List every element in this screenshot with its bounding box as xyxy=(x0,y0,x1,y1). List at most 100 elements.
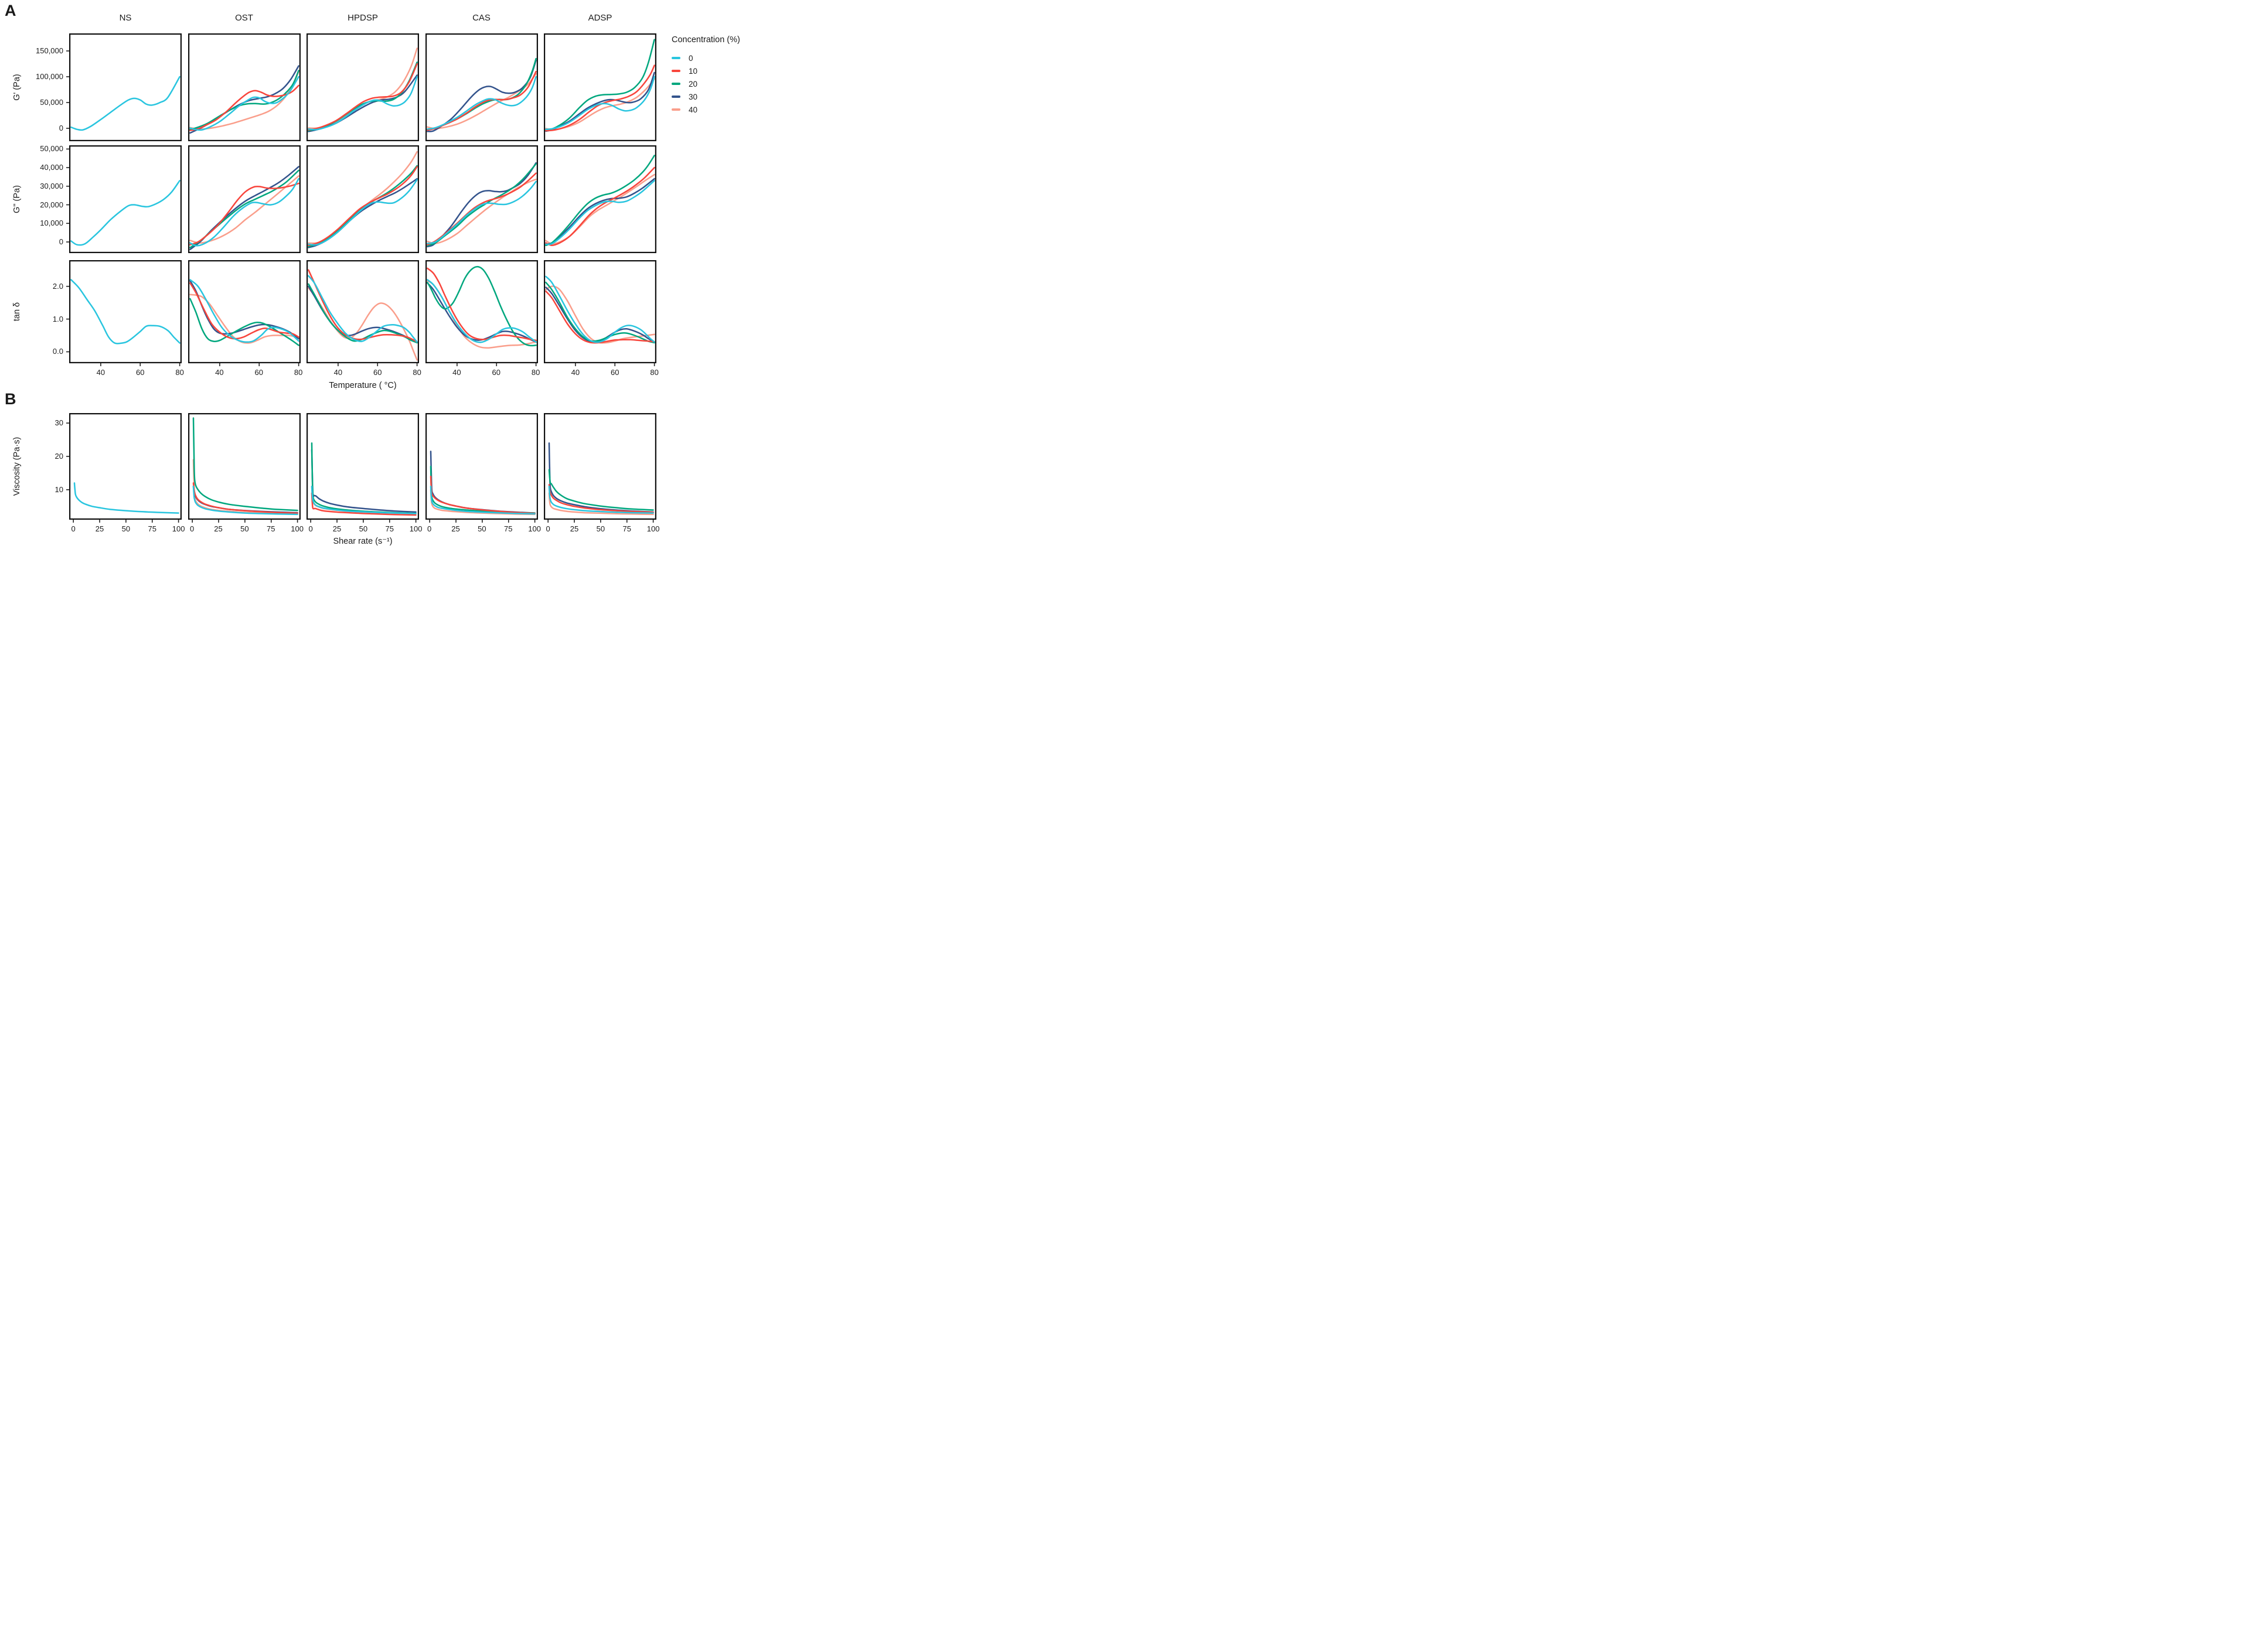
y-tick-label: 30,000 xyxy=(40,181,63,190)
subplot-NS-tan-delta xyxy=(66,260,182,366)
x-tick-label: 75 xyxy=(148,524,156,533)
x-tick-label: 60 xyxy=(373,368,382,377)
legend-item-10pct: 10 xyxy=(672,64,755,77)
curve-HPDSP-tan-delta-10pct xyxy=(308,269,418,343)
curve-ADSP-viscosity-20pct xyxy=(548,469,654,511)
curve-ADSP-tan-delta-0pct xyxy=(545,275,655,343)
subplot-ADSP-tan-delta xyxy=(544,260,657,366)
legend-swatch-icon xyxy=(672,108,680,111)
legend-title: Concentration (%) xyxy=(672,35,740,45)
x-tick-label: 40 xyxy=(96,368,105,377)
x-tick-label: 50 xyxy=(240,524,249,533)
x-tick-label: 40 xyxy=(571,368,580,377)
x-tick-label: 75 xyxy=(267,524,275,533)
curve-OST-viscosity-10pct xyxy=(192,482,298,514)
x-tick-label: 60 xyxy=(492,368,500,377)
y-tick-label: 40,000 xyxy=(40,163,63,172)
curve-OST-tan-delta-10pct xyxy=(189,282,299,340)
subplot-ADSP-g-prime xyxy=(544,33,657,142)
legend-swatch-icon xyxy=(672,83,680,85)
curve-HPDSP-g-prime-10pct xyxy=(308,63,418,131)
x-tick-label: 25 xyxy=(570,524,579,533)
y-tick-label: 20 xyxy=(55,451,63,461)
x-tick-label: 100 xyxy=(409,524,423,533)
subplot-CAS-viscosity xyxy=(425,413,538,523)
y-tick-label: 20,000 xyxy=(40,200,63,209)
curve-OST-tan-delta-0pct xyxy=(189,279,299,343)
subplot-NS-g-prime xyxy=(66,33,182,142)
x-tick-label: 80 xyxy=(531,368,540,377)
curve-CAS-g-prime-0pct xyxy=(426,76,537,130)
x-tick-label: 50 xyxy=(596,524,605,533)
x-tick-label: 60 xyxy=(136,368,145,377)
x-tick-label: 40 xyxy=(452,368,461,377)
subplot-HPDSP-g-prime xyxy=(307,33,420,142)
subplot-HPDSP-g-double-prime xyxy=(307,145,420,254)
x-tick-label: 75 xyxy=(622,524,631,533)
subplot-CAS-g-prime xyxy=(425,33,538,142)
legend-item-label: 20 xyxy=(689,79,698,88)
subplot-NS-viscosity xyxy=(66,413,182,523)
legend-item-label: 30 xyxy=(689,92,698,101)
x-tick-label: 60 xyxy=(254,368,263,377)
legend-items: 0 10 20 30 40 xyxy=(672,52,755,116)
x-tick-label: 25 xyxy=(451,524,460,533)
x-tick-label: 80 xyxy=(650,368,659,377)
legend-item-0pct: 0 xyxy=(672,52,755,64)
y-axis-label-tan-delta: tan δ xyxy=(12,302,22,322)
curve-HPDSP-viscosity-30pct xyxy=(311,449,417,513)
y-tick-label: 50,000 xyxy=(40,97,63,107)
x-tick-label: 0 xyxy=(308,524,313,533)
x-axis-title-a: Temperature ( °C) xyxy=(329,381,397,390)
panel-a-label: A xyxy=(5,2,16,19)
x-tick-label: 40 xyxy=(333,368,343,377)
curve-NS-g-double-prime-0pct xyxy=(70,180,181,246)
y-tick-label: 10,000 xyxy=(40,219,63,228)
panel-b-label: B xyxy=(5,390,16,408)
legend-item-20pct: 20 xyxy=(672,77,755,90)
curve-ADSP-tan-delta-20pct xyxy=(545,281,655,344)
x-tick-label: 100 xyxy=(528,524,541,533)
x-tick-label: 100 xyxy=(646,524,660,533)
y-tick-label: 30 xyxy=(55,418,63,428)
legend-item-40pct: 40 xyxy=(672,103,755,116)
curve-NS-g-prime-0pct xyxy=(70,76,181,131)
subplot-OST-g-double-prime xyxy=(188,145,301,254)
x-tick-label: 50 xyxy=(478,524,486,533)
curve-HPDSP-g-double-prime-10pct xyxy=(308,166,418,246)
x-tick-label: 40 xyxy=(215,368,224,377)
figure-canvas: A B G' (Pa) 150,000 100,000 50,000 0 NS OST HPD… xyxy=(0,0,756,549)
x-tick-label: 0 xyxy=(427,524,432,533)
x-tick-label: 0 xyxy=(71,524,76,533)
x-tick-label: 25 xyxy=(214,524,223,533)
legend-item-label: 40 xyxy=(689,105,698,114)
x-tick-label: 25 xyxy=(95,524,104,533)
curve-OST-g-prime-10pct xyxy=(189,84,299,131)
curve-HPDSP-tan-delta-0pct xyxy=(308,275,418,343)
curve-ADSP-g-prime-20pct xyxy=(545,39,655,131)
column-title-ADSP: ADSP xyxy=(588,13,612,23)
curve-ADSP-g-double-prime-40pct xyxy=(545,173,655,245)
curve-ADSP-g-double-prime-20pct xyxy=(545,155,655,246)
curve-HPDSP-g-double-prime-0pct xyxy=(308,179,418,246)
y-axis-label-viscosity: Viscosity (Pa·s) xyxy=(12,437,22,496)
x-tick-label: 100 xyxy=(291,524,304,533)
x-tick-label: 80 xyxy=(413,368,421,377)
y-tick-label: 0 xyxy=(59,123,63,132)
curve-NS-viscosity-0pct xyxy=(73,482,179,514)
legend-item-label: 10 xyxy=(689,66,698,76)
curve-OST-g-double-prime-10pct xyxy=(189,182,299,245)
y-tick-label: 2.0 xyxy=(52,281,63,291)
curve-CAS-viscosity-0pct xyxy=(430,485,536,515)
x-tick-label: 75 xyxy=(385,524,394,533)
y-tick-label: 0.0 xyxy=(52,347,63,356)
curve-ADSP-viscosity-0pct xyxy=(548,485,654,514)
curve-CAS-g-prime-10pct xyxy=(426,70,537,131)
curve-ADSP-g-prime-10pct xyxy=(545,64,655,132)
subplot-HPDSP-tan-delta xyxy=(307,260,420,366)
curve-ADSP-viscosity-40pct xyxy=(548,492,654,516)
subplot-OST-tan-delta xyxy=(188,260,301,366)
y-tick-label: 1.0 xyxy=(52,314,63,323)
curve-OST-g-double-prime-40pct xyxy=(189,175,299,244)
curve-ADSP-g-double-prime-10pct xyxy=(545,166,655,246)
